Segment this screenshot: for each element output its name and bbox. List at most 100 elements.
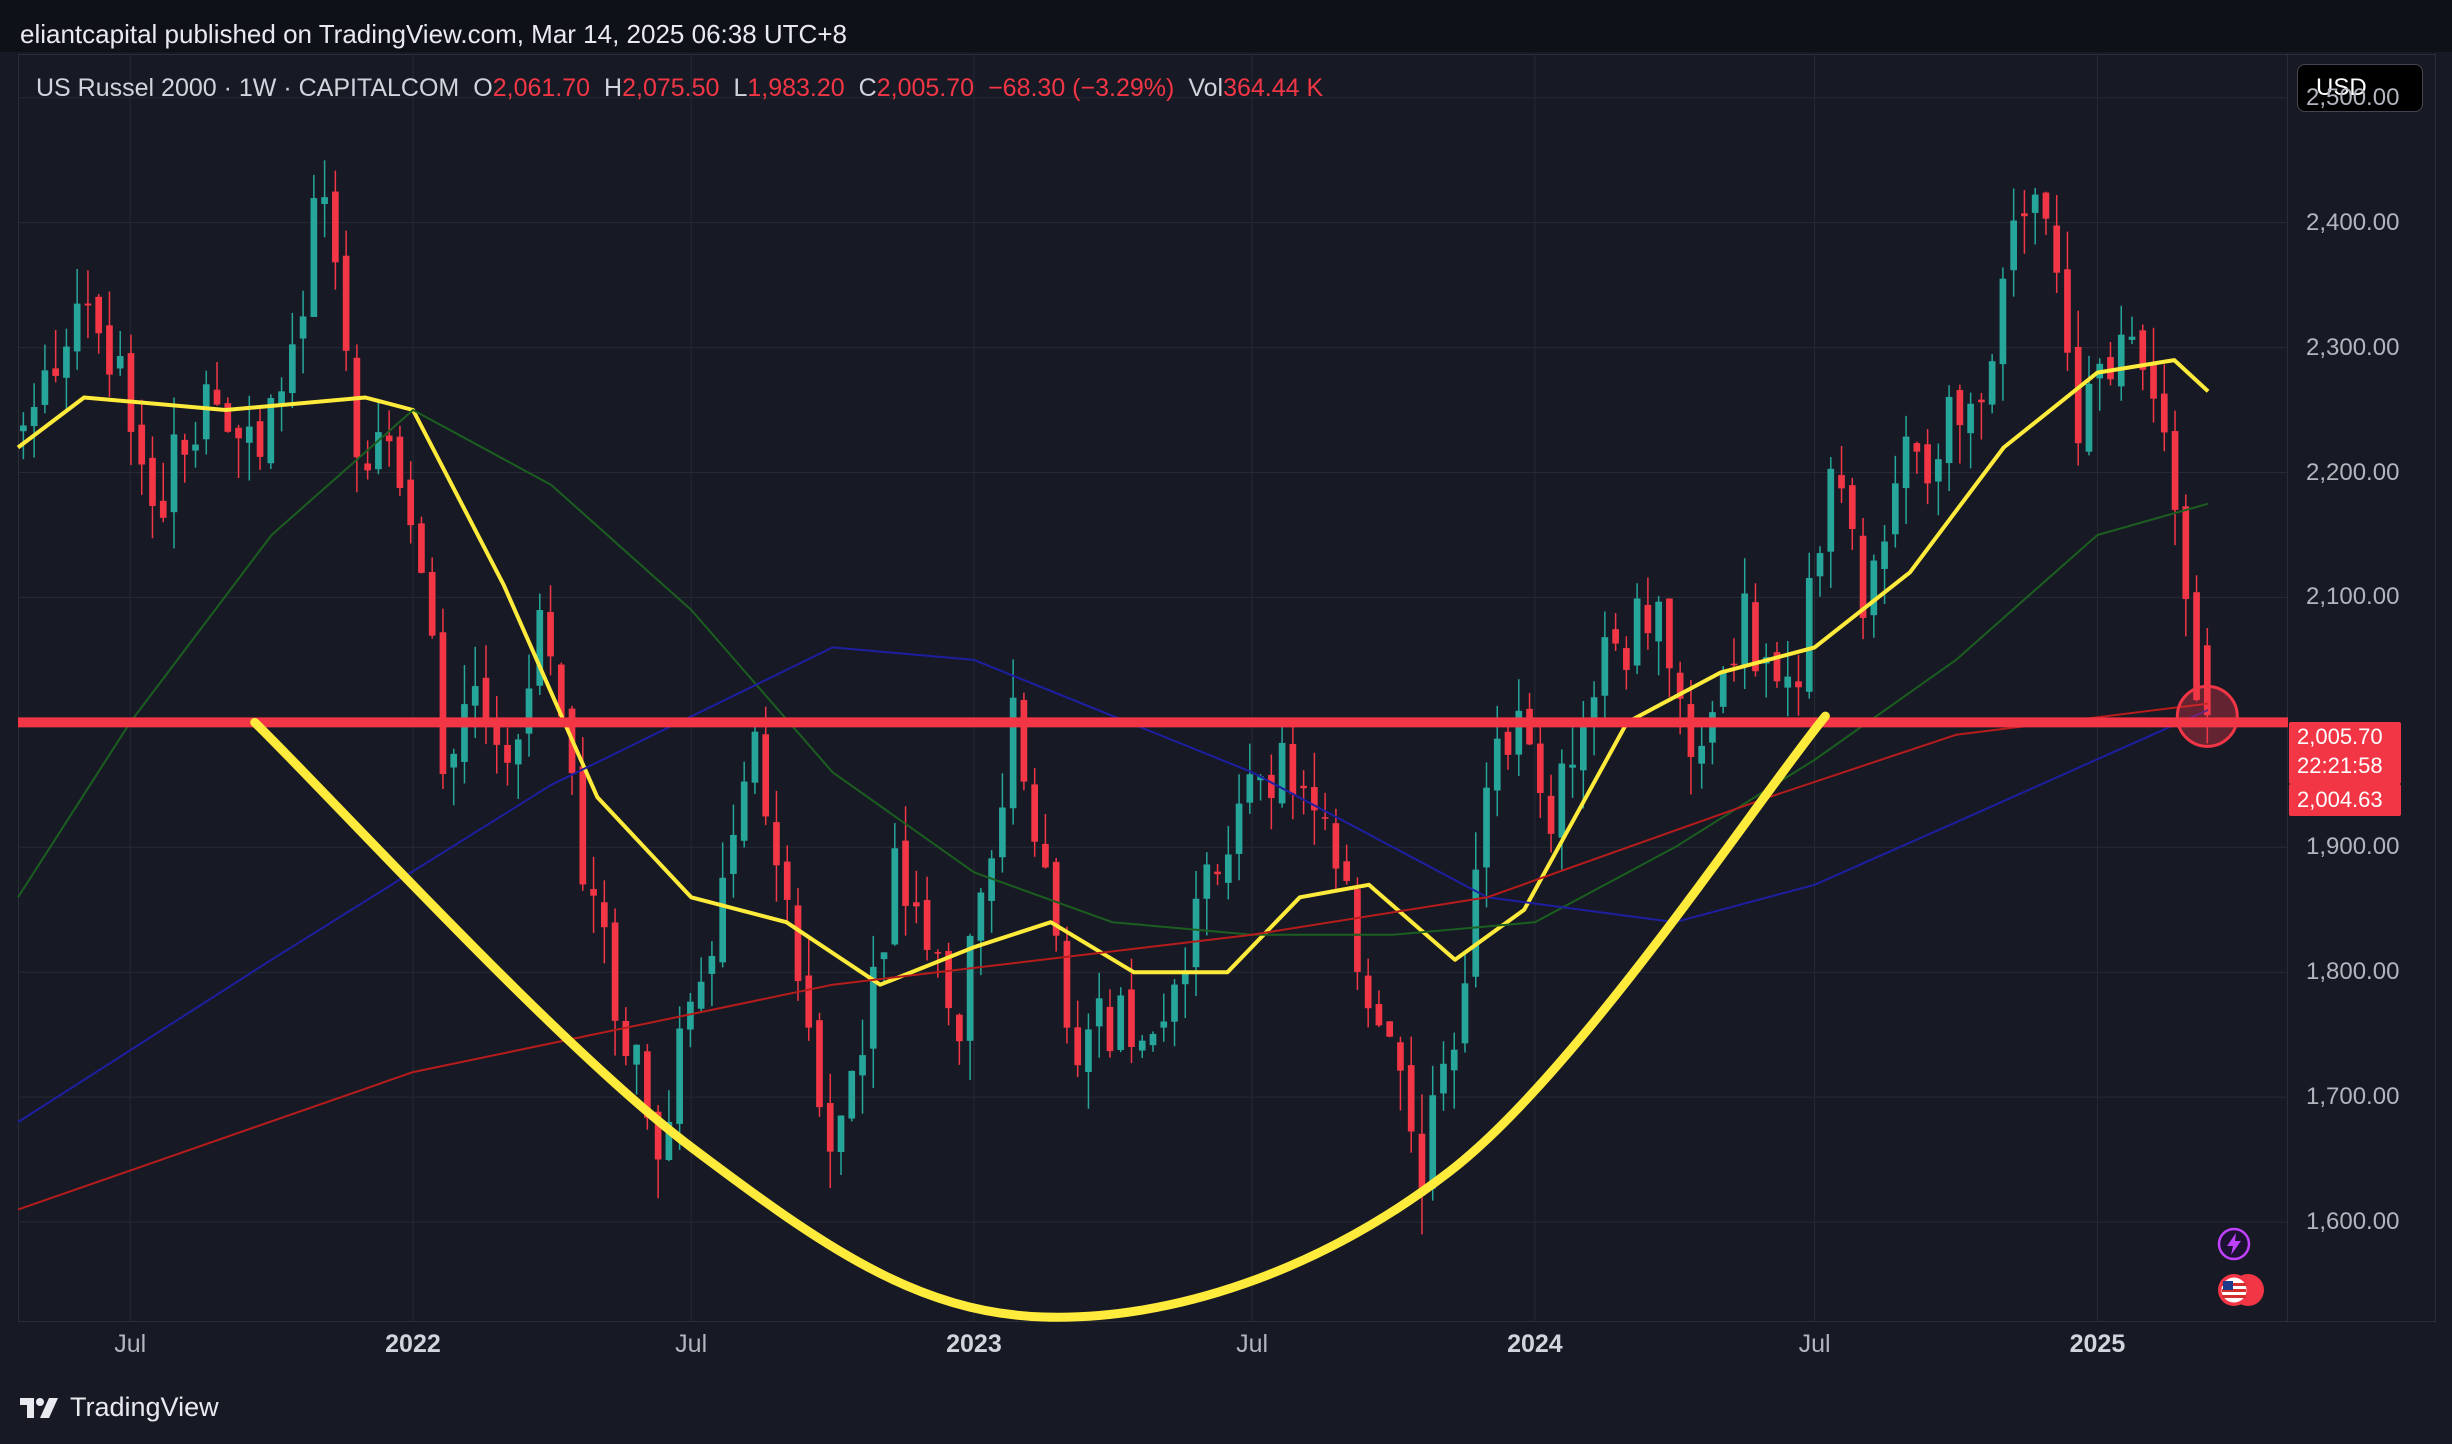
candle-body [41, 370, 49, 405]
candle-body [826, 1103, 834, 1152]
candle-body [1063, 940, 1071, 1028]
candle-body [332, 191, 339, 263]
candle-body [730, 834, 737, 874]
candle-body [1181, 973, 1189, 985]
candle-body [912, 902, 920, 907]
candle-body [859, 1055, 866, 1076]
candle-body [1891, 483, 1899, 535]
candles [20, 160, 2211, 1235]
candle-body [1956, 390, 1964, 426]
candle-body [1009, 697, 1017, 809]
x-tick-label: 2025 [2069, 1330, 2126, 1358]
candle-body [1773, 652, 1781, 682]
candle-body [2117, 334, 2125, 387]
candle-body [1536, 743, 1544, 793]
candle-body [396, 436, 404, 489]
candle-body [880, 952, 888, 960]
candle-body [493, 719, 501, 745]
candle-body [278, 391, 285, 406]
candle-body [385, 435, 393, 442]
candle-body [428, 571, 436, 636]
candle-body [375, 432, 382, 470]
candle-body [2021, 213, 2028, 217]
candle-body [1483, 787, 1490, 868]
candle-body [310, 198, 318, 317]
legend-low-value: 1,983.20 [747, 74, 845, 102]
candle-body [364, 463, 371, 471]
candle-body [1375, 1004, 1383, 1026]
legend-high-value: 2,075.50 [622, 74, 720, 102]
legend-open-label: O [473, 74, 493, 102]
candle-body [762, 734, 770, 817]
candle-body [1838, 475, 1845, 489]
candle-body-last [2203, 645, 2211, 716]
lightning-bolt-icon[interactable] [2216, 1226, 2252, 1262]
moving-average-line [17, 702, 2209, 1211]
candle-body [1827, 468, 1835, 552]
chart-pane[interactable] [18, 54, 2288, 1322]
candle-body [676, 1028, 683, 1124]
candle-body [95, 296, 103, 334]
candle-body [1493, 738, 1501, 791]
candle-body [202, 384, 210, 440]
candle-body [1719, 671, 1727, 707]
candle-body [73, 303, 81, 352]
last-price-tag: 2,005.70 22:21:58 [2289, 722, 2401, 784]
candle-body [482, 677, 490, 722]
candle-body [1429, 1095, 1437, 1189]
candle-body [1160, 1021, 1168, 1028]
candle-body [1698, 745, 1706, 764]
candle-body [1440, 1063, 1447, 1094]
legend-high-label: H [604, 74, 623, 102]
legend-close-value: 2,005.70 [876, 74, 975, 102]
candle-body [1666, 598, 1673, 669]
candle-body [751, 731, 759, 783]
currency-button[interactable]: USD [2297, 64, 2423, 112]
candle-body [644, 1051, 651, 1118]
candle-body [2042, 192, 2050, 219]
candle-body [213, 389, 221, 405]
candle-body [1386, 1021, 1394, 1037]
candle-body [439, 632, 447, 775]
candle-body [127, 353, 135, 432]
candle-body [1461, 983, 1469, 1044]
candle-body [1848, 485, 1856, 530]
candle-body [665, 1121, 673, 1160]
candle-body [1397, 1042, 1404, 1071]
candle-body [536, 610, 544, 686]
candle-body [1655, 601, 1662, 642]
candle-body [1106, 1006, 1114, 1052]
candle-body [2107, 357, 2114, 380]
moving-average-line [17, 646, 2209, 1123]
y-tick-label: 1,800.00 [2306, 958, 2400, 986]
candle-body [966, 935, 974, 1041]
candle-body [1623, 648, 1630, 670]
candle-body [783, 861, 791, 900]
candle-body [514, 739, 522, 765]
publish-header: eliantcapital published on TradingView.c… [0, 0, 2452, 52]
us-flag-icon[interactable] [2214, 1270, 2268, 1310]
candle-body [1913, 443, 1921, 452]
candle-body [2053, 225, 2061, 273]
price-axis[interactable] [2288, 54, 2436, 1322]
candle-body [2074, 346, 2082, 444]
candle-body [192, 444, 199, 451]
candle-body [1031, 784, 1038, 842]
y-tick-label: 2,400.00 [2306, 208, 2400, 236]
candle-body [1741, 593, 1749, 667]
candle-body [2064, 269, 2071, 353]
candle-body [1676, 672, 1684, 699]
candle-body [1859, 535, 1867, 619]
ma-price-tag: 2,004.63 [2289, 784, 2401, 816]
candle-body [84, 303, 92, 306]
candle-body [1504, 731, 1512, 755]
candle-body [1407, 1065, 1415, 1132]
candle-body [1278, 742, 1286, 804]
candle-body [1924, 444, 1931, 484]
candle-body [2085, 383, 2093, 452]
candle-body [1805, 577, 1813, 692]
price-circle-marker [2175, 684, 2239, 748]
x-tick-label: Jul [675, 1330, 708, 1358]
candle-body [418, 523, 425, 573]
